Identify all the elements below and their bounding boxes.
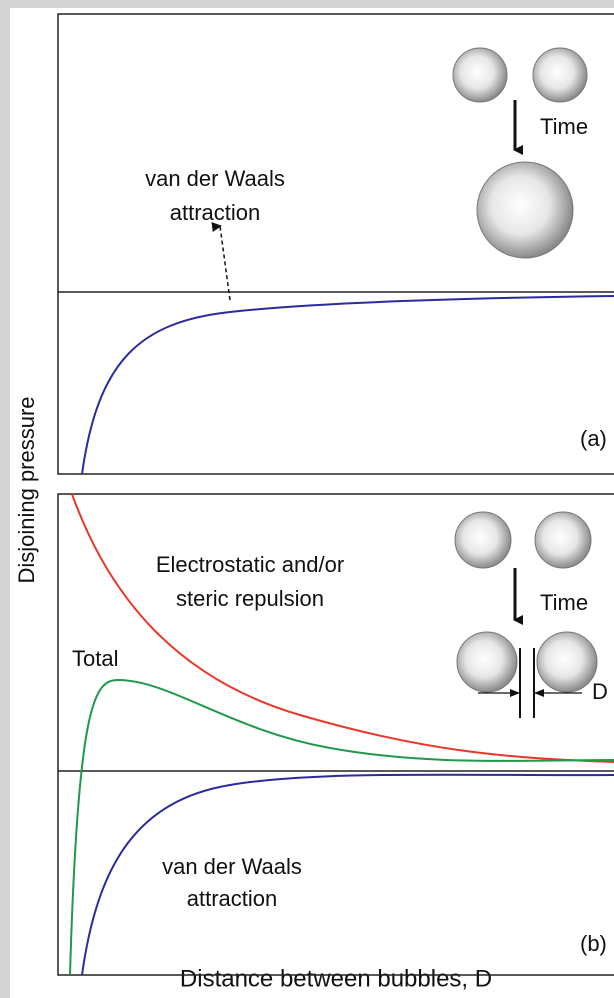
total-label: Total	[72, 646, 118, 671]
curve-label: van der Waals	[145, 166, 285, 191]
attraction-curve	[81, 773, 614, 976]
bubble	[534, 511, 592, 569]
repulsion-label: Electrostatic and/or	[156, 552, 344, 577]
bubble	[532, 47, 588, 103]
x-axis-label: Distance between bubbles, D	[180, 965, 492, 992]
y-axis-label: Disjoining pressure	[14, 396, 39, 583]
panel-frame	[57, 13, 614, 475]
panel-frame	[57, 493, 614, 976]
gap-label: D	[592, 679, 608, 704]
bubble	[454, 511, 512, 569]
bubble	[456, 631, 518, 693]
panel-label: (b)	[580, 931, 607, 956]
panel-label: (a)	[580, 426, 607, 451]
bubble	[476, 161, 574, 259]
total-curve	[69, 678, 614, 976]
background	[10, 8, 614, 998]
bubble	[452, 47, 508, 103]
attraction-label: van der Waals	[162, 854, 302, 879]
time-label: Time	[540, 590, 588, 615]
panel-a: van der Waals attraction Time (a)	[57, 13, 614, 475]
repulsion-label: steric repulsion	[176, 586, 324, 611]
pointer-arrow	[211, 222, 231, 301]
attraction-curve	[81, 295, 614, 475]
time-label: Time	[540, 114, 588, 139]
bubble	[536, 631, 598, 693]
attraction-label: attraction	[187, 886, 278, 911]
curve-label: attraction	[170, 200, 261, 225]
repulsion-curve	[71, 493, 614, 763]
panel-b: Electrostatic and/or steric repulsion To…	[57, 493, 614, 976]
